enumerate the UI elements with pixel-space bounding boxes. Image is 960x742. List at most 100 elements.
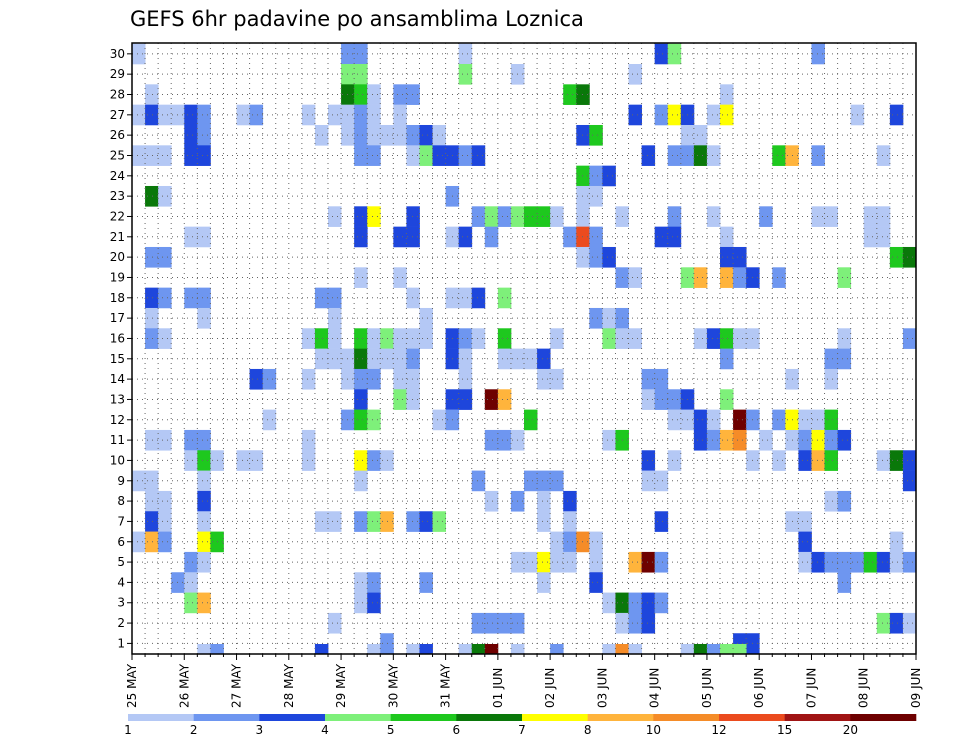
precip-cell	[145, 531, 159, 553]
precip-cell	[354, 226, 368, 248]
x-tick-label: 01 JUN	[491, 668, 505, 708]
precip-cell	[314, 348, 329, 370]
y-tick-label: 22	[110, 209, 125, 223]
precip-cell	[197, 490, 211, 512]
x-tick-label: 09 JUN	[909, 668, 923, 708]
precip-cell	[876, 551, 891, 573]
precip-cell	[667, 409, 682, 431]
precip-cell	[354, 450, 368, 471]
precip-cell	[184, 450, 198, 471]
precip-cell	[798, 429, 812, 451]
precip-cell	[602, 307, 616, 329]
precip-cell	[145, 104, 159, 126]
precip-cell	[367, 511, 381, 532]
precip-cell	[654, 592, 669, 614]
precip-cell	[563, 490, 577, 512]
precip-cell	[354, 104, 368, 126]
precip-cell	[889, 531, 904, 553]
precip-cell	[406, 145, 420, 166]
precip-cell	[406, 389, 420, 410]
x-axis: 25 MAY 26 MAY 27 MAY 28 MAY 29 MAY 30 MAY 31 M…	[125, 654, 923, 708]
precip-cell	[693, 409, 708, 431]
precip-cell	[328, 511, 342, 532]
precip-cell	[393, 84, 407, 105]
precip-cell	[367, 145, 381, 166]
y-tick-label: 29	[110, 67, 125, 81]
precip-cell	[733, 429, 747, 451]
precip-cell	[458, 43, 473, 65]
precip-cell	[589, 307, 603, 329]
precip-cell	[406, 84, 420, 105]
precip-cell	[550, 551, 564, 573]
precip-cell	[837, 328, 852, 349]
colorbar-swatch	[193, 714, 260, 721]
precip-cell	[354, 124, 368, 146]
x-tick-label: 29 MAY	[334, 663, 348, 708]
x-tick-label: 31 MAY	[439, 663, 453, 708]
precip-cell	[772, 145, 786, 166]
precip-cell	[367, 124, 381, 146]
precip-cell	[720, 267, 734, 288]
y-tick-label: 30	[110, 47, 125, 61]
precip-cell	[158, 145, 172, 166]
x-tick-label: 06 JUN	[752, 668, 766, 708]
precip-cell	[798, 531, 812, 553]
precip-cell	[720, 226, 734, 248]
precip-cell	[902, 328, 917, 349]
precip-cell	[406, 328, 420, 349]
precip-cell	[641, 368, 656, 390]
precip-cell	[824, 348, 838, 370]
precip-cell	[576, 531, 590, 553]
precip-cell	[537, 348, 551, 370]
precip-cell	[654, 226, 669, 248]
precip-cell	[759, 429, 773, 451]
precip-cell	[393, 328, 407, 349]
precip-cell	[720, 104, 734, 126]
precip-cell	[667, 226, 682, 248]
precip-cell	[236, 450, 250, 471]
precip-cell	[184, 572, 198, 593]
precip-cell	[902, 450, 917, 471]
precip-cell	[458, 348, 473, 370]
precip-cell	[458, 328, 473, 349]
precip-cell	[824, 429, 838, 451]
precip-cell	[628, 328, 642, 349]
precip-cell	[889, 246, 904, 268]
precip-cell	[367, 368, 381, 390]
precip-cell	[314, 511, 329, 532]
precip-cell	[393, 104, 407, 126]
precip-cell	[145, 470, 159, 492]
precip-cell	[367, 450, 381, 471]
y-tick-label: 15	[110, 352, 125, 366]
precip-cell	[458, 368, 473, 390]
precip-cell	[824, 490, 838, 512]
precip-cell	[667, 43, 682, 65]
precip-cell	[550, 531, 564, 553]
precip-cell	[262, 368, 277, 390]
precip-cell	[811, 409, 825, 431]
precip-cell	[484, 226, 499, 248]
precip-cell	[262, 409, 277, 431]
colorbar-tick-label: 10	[646, 723, 661, 737]
precip-cell	[576, 165, 590, 187]
precip-cell	[367, 409, 381, 431]
precip-cell	[837, 429, 852, 451]
precip-cell	[628, 592, 642, 614]
precip-cell	[197, 307, 211, 329]
precip-cell	[837, 348, 852, 370]
precip-cell	[863, 551, 878, 573]
precip-cell	[249, 104, 264, 126]
precip-cell	[811, 450, 825, 471]
precip-cell	[602, 592, 616, 614]
precip-cell	[824, 450, 838, 471]
precip-cell	[197, 644, 211, 654]
precip-cell	[706, 104, 721, 126]
precip-cell	[589, 531, 603, 553]
y-tick-label: 13	[110, 392, 125, 406]
precip-cell	[497, 348, 512, 370]
precip-cell	[798, 551, 812, 573]
precip-cell	[654, 511, 669, 532]
precip-cell	[197, 592, 211, 614]
precip-cell	[654, 368, 669, 390]
precip-cell	[458, 226, 473, 248]
